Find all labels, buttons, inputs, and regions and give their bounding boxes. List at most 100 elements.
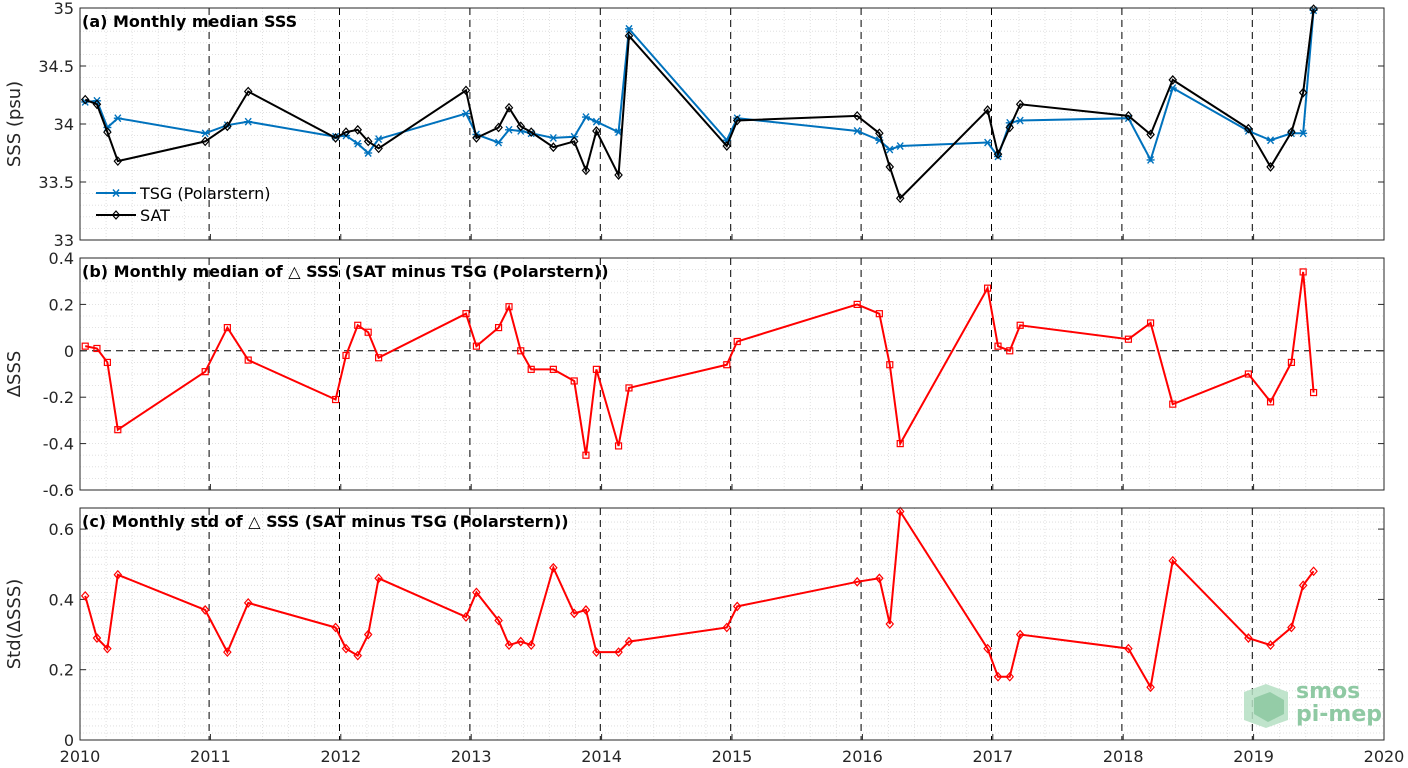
smos-pi-mep-logo: smos pi-mep	[1240, 678, 1390, 732]
data-point-a	[1146, 129, 1155, 140]
data-point-b	[582, 451, 590, 459]
data-point-a	[516, 121, 526, 132]
data-point-b	[549, 365, 557, 373]
data-point-b	[527, 365, 535, 373]
x-tick-label: 2012	[320, 747, 361, 766]
data-point-b	[1309, 388, 1318, 397]
y-tick-label-a: 35	[54, 0, 74, 18]
y-tick-label-a: 33.5	[38, 173, 74, 192]
data-point-a	[569, 136, 579, 147]
data-point-b	[494, 324, 503, 332]
data-point-a	[1244, 123, 1253, 134]
data-point-c	[1146, 682, 1155, 693]
x-tick-label: 2020	[1364, 747, 1405, 766]
data-point-a	[92, 99, 102, 110]
data-point-a	[244, 117, 253, 126]
y-tick-label-a: 34.5	[38, 57, 74, 76]
y-axis-label-c: Std(ΔSSS)	[4, 579, 25, 670]
data-point-c	[92, 633, 102, 643]
data-point-b	[505, 303, 513, 311]
data-point-c	[852, 576, 862, 587]
data-point-b	[1244, 370, 1252, 378]
data-point-b	[994, 342, 1002, 350]
data-point-c	[494, 615, 503, 626]
axes-box-c	[79, 507, 1385, 741]
y-tick-label-a: 34	[54, 115, 74, 134]
data-point-a	[592, 117, 601, 126]
data-point-a	[1266, 162, 1275, 172]
series-line-b-0	[85, 271, 1315, 456]
data-point-c	[722, 622, 732, 633]
data-point-c	[581, 605, 591, 615]
data-point-a	[885, 145, 894, 154]
data-point-a	[1168, 75, 1178, 85]
legend-entry-label: TSG (Polarstern)	[139, 184, 270, 203]
data-point-c	[1309, 566, 1318, 577]
x-tick-label: 2011	[190, 747, 231, 766]
data-point-a	[1287, 127, 1296, 138]
data-point-a	[374, 135, 383, 144]
series-c-0	[80, 506, 1318, 693]
data-point-c	[895, 506, 905, 517]
grid-a	[80, 8, 1384, 240]
data-point-c	[472, 587, 481, 598]
data-point-a	[1005, 122, 1015, 133]
panel-b-delta-sss: -0.6 -0.4 -0.2 0 0.2 0.4 (b) Monthly median of…	[4, 249, 1385, 500]
data-point-b	[1169, 400, 1177, 408]
data-point-b	[103, 358, 111, 366]
panel-c-std-delta-sss: 0 0.2 0.4 0.6 2010 2011 2012 2013 2014 2015 2016 20…	[4, 506, 1405, 766]
data-point-c	[363, 629, 373, 640]
data-point-c	[614, 647, 623, 658]
y-tick-label-a: 33	[54, 231, 74, 250]
y-axis-label-a: SSS (psu)	[4, 81, 25, 167]
logo-mark-icon	[1244, 684, 1288, 728]
data-point-b	[223, 324, 231, 332]
x-tick-label: 2013	[451, 747, 492, 766]
data-point-b	[331, 395, 340, 404]
data-point-b	[201, 368, 209, 376]
data-point-c	[1244, 633, 1253, 643]
data-point-c	[223, 647, 232, 658]
data-point-a	[1298, 87, 1308, 98]
data-point-a	[983, 105, 992, 115]
data-point-a	[993, 149, 1003, 160]
data-point-a	[896, 142, 905, 150]
data-point-c	[1266, 640, 1275, 651]
data-point-c	[516, 636, 526, 647]
data-point-a	[1146, 156, 1155, 164]
data-point-a	[461, 85, 471, 96]
data-point-b	[592, 365, 600, 373]
data-point-c	[983, 643, 992, 654]
data-point-c	[1168, 555, 1178, 566]
data-point-a	[243, 86, 253, 97]
data-point-c	[504, 640, 514, 651]
data-point-a	[494, 138, 503, 147]
x-tick-label: 2014	[581, 747, 622, 766]
data-point-b	[1124, 335, 1133, 343]
data-point-a	[201, 129, 210, 138]
data-point-c	[1287, 622, 1296, 633]
data-point-a	[875, 128, 884, 139]
data-point-c	[331, 622, 340, 633]
data-point-b	[244, 356, 252, 364]
legend-marker	[112, 189, 120, 197]
data-point-b	[723, 361, 731, 369]
y-tick-label-b: -0.4	[43, 435, 74, 454]
data-point-a	[1015, 99, 1025, 110]
series-b-0	[81, 268, 1318, 459]
data-point-a	[374, 143, 383, 154]
data-point-b	[896, 440, 904, 448]
data-point-a	[1124, 110, 1133, 121]
x-tick-label: 2015	[712, 747, 753, 766]
series-a-0	[81, 6, 1318, 164]
data-point-a	[732, 115, 742, 126]
axes-box-a	[79, 7, 1385, 241]
data-point-a	[113, 114, 122, 123]
data-point-b	[364, 328, 372, 336]
legend-marker	[111, 210, 121, 220]
data-point-a	[581, 113, 590, 121]
data-point-a	[461, 109, 470, 118]
data-point-c	[461, 612, 471, 622]
data-point-a	[614, 170, 623, 180]
